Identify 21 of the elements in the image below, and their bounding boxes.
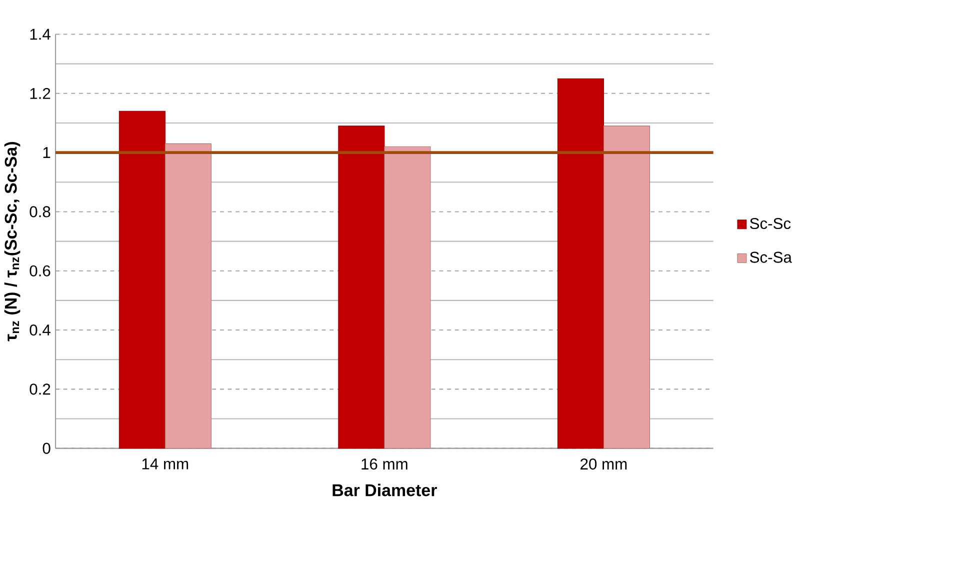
- y-tick-label: 0.2: [30, 384, 50, 395]
- bar: [118, 111, 166, 449]
- y-tick-label: 0.8: [30, 206, 50, 218]
- legend-label: Sc-Sc: [750, 218, 791, 230]
- y-tick-label: 0.4: [30, 324, 50, 336]
- legend-label: Sc-Sa: [750, 252, 792, 263]
- y-tick-label: 0: [42, 442, 50, 454]
- y-tick-label: 0.6: [30, 265, 50, 277]
- y-tick-label: 1.4: [30, 29, 50, 40]
- x-tick-label: 16 mm: [362, 458, 408, 470]
- bar: [603, 126, 650, 449]
- x-axis-title: Bar Diameter: [332, 484, 437, 496]
- x-tick-label: 20 mm: [580, 458, 627, 470]
- y-tick-label: 1: [43, 147, 50, 158]
- y-tick-label: 1.2: [30, 88, 50, 99]
- bar: [384, 146, 431, 449]
- y-axis-title: τ$_{nz}$ (N) / τ$_{nz}$(Sc-Sc, Sc-Sa): [4, 142, 20, 342]
- bar: [164, 144, 212, 449]
- x-tick-label: 14 mm: [142, 458, 188, 470]
- bar: [338, 126, 385, 449]
- bar: [557, 78, 604, 449]
